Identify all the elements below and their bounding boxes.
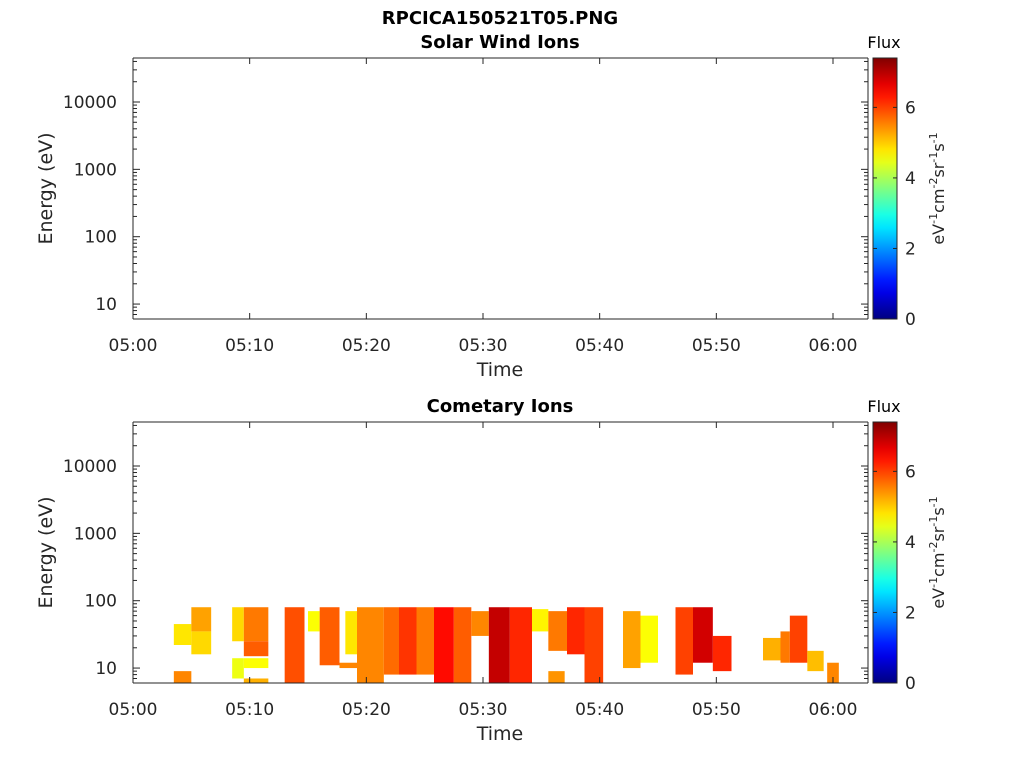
flux-cell	[584, 607, 604, 683]
colorbar-tick-label: 4	[905, 533, 916, 553]
flux-cell	[173, 624, 192, 645]
flux-cell	[232, 658, 244, 679]
y-tick-label: 1000	[74, 160, 117, 180]
x-tick-label: 05:50	[692, 336, 741, 356]
y-tick-label: 1000	[74, 524, 117, 544]
flux-cell	[712, 635, 732, 672]
panel-title: Solar Wind Ions	[420, 32, 579, 53]
flux-cell	[345, 611, 357, 655]
x-tick-label: 05:10	[225, 700, 274, 720]
colorbar: 0 2 4 6 Flux eV-1cm-2sr-1s-1	[867, 397, 948, 694]
page-title: RPCICA150521T05.PNG	[382, 8, 618, 29]
flux-cell	[339, 662, 357, 669]
colorbar-tick-label: 6	[905, 98, 916, 118]
colorbar-gradient	[872, 57, 898, 320]
x-tick-label: 05:00	[109, 700, 158, 720]
x-tick-label: 06:00	[809, 336, 858, 356]
flux-cell	[567, 607, 585, 655]
panel-title: Cometary Ions	[427, 396, 574, 417]
y-tick-label: 10000	[63, 93, 117, 113]
y-axis-label: Energy (eV)	[35, 132, 57, 244]
flux-cell	[243, 658, 269, 669]
flux-cell	[191, 607, 212, 632]
x-tick-label: 06:00	[809, 700, 858, 720]
x-tick-label: 05:00	[109, 336, 158, 356]
colorbar-tick-label: 6	[905, 462, 916, 482]
y-axis-label: Energy (eV)	[35, 496, 57, 608]
flux-cell	[232, 607, 244, 642]
y-tick-label: 10000	[63, 457, 117, 477]
flux-cell	[827, 662, 839, 683]
flux-cell	[357, 607, 384, 683]
panel-cometary-ions: Cometary Ions 10 100 1000 10000 05:00 05:10 05:…	[35, 396, 948, 745]
colorbar-unit-label: eV-1cm-2sr-1s-1	[927, 132, 948, 244]
x-tick-label: 05:40	[575, 336, 624, 356]
flux-cell	[640, 615, 658, 663]
flux-cell	[284, 607, 305, 683]
flux-cell	[675, 607, 693, 675]
flux-cell	[308, 611, 320, 632]
flux-cell	[434, 607, 454, 683]
flux-cell	[488, 607, 510, 683]
flux-cell	[807, 650, 824, 672]
x-tick-label: 05:10	[225, 336, 274, 356]
colorbar-gradient	[872, 421, 898, 684]
flux-cell	[383, 607, 399, 675]
colorbar-tick-label: 2	[905, 239, 916, 259]
colorbar-tick-label: 4	[905, 169, 916, 189]
flux-cell	[243, 607, 269, 642]
flux-cell	[471, 611, 489, 636]
x-axis-label: Time	[476, 723, 524, 745]
x-tick-label: 05:30	[459, 336, 508, 356]
flux-cell	[693, 607, 713, 663]
y-tick-label: 10	[95, 295, 117, 315]
x-tick-label: 05:20	[342, 700, 391, 720]
colorbar-tick-label: 0	[905, 674, 916, 694]
x-tick-label: 05:20	[342, 336, 391, 356]
flux-cell	[548, 671, 565, 683]
x-tick-label: 05:40	[575, 700, 624, 720]
flux-cell	[191, 631, 212, 655]
flux-cell	[532, 609, 549, 632]
colorbar: 0 2 4 6 Flux eV-1cm-2sr-1s-1	[867, 33, 948, 330]
panel-solar-wind-ions: Solar Wind Ions 10 100 1000 10000 05:00 05:10 0…	[35, 32, 948, 381]
x-tick-label: 05:30	[459, 700, 508, 720]
colorbar-unit-label: eV-1cm-2sr-1s-1	[927, 496, 948, 608]
flux-cell	[780, 631, 790, 663]
flux-cell	[623, 611, 641, 669]
flux-cell	[243, 678, 269, 683]
x-tick-label: 05:50	[692, 700, 741, 720]
colorbar-tick-label: 2	[905, 603, 916, 623]
flux-cell	[789, 615, 808, 663]
y-tick-label: 100	[85, 592, 117, 612]
flux-cell	[509, 607, 532, 683]
flux-cell	[243, 641, 269, 657]
colorbar-title: Flux	[867, 397, 900, 416]
flux-cell	[548, 611, 567, 651]
y-tick-label: 10	[95, 659, 117, 679]
colorbar-title: Flux	[867, 33, 900, 52]
flux-cell	[399, 607, 417, 675]
y-tick-label: 100	[85, 228, 117, 248]
spectrogram-cells	[173, 607, 839, 683]
colorbar-tick-label: 0	[905, 310, 916, 330]
flux-cell	[173, 671, 192, 683]
x-axis-label: Time	[476, 359, 524, 381]
flux-cell	[453, 607, 472, 683]
flux-cell	[319, 607, 340, 666]
flux-cell	[416, 607, 434, 675]
flux-cell	[763, 637, 781, 661]
